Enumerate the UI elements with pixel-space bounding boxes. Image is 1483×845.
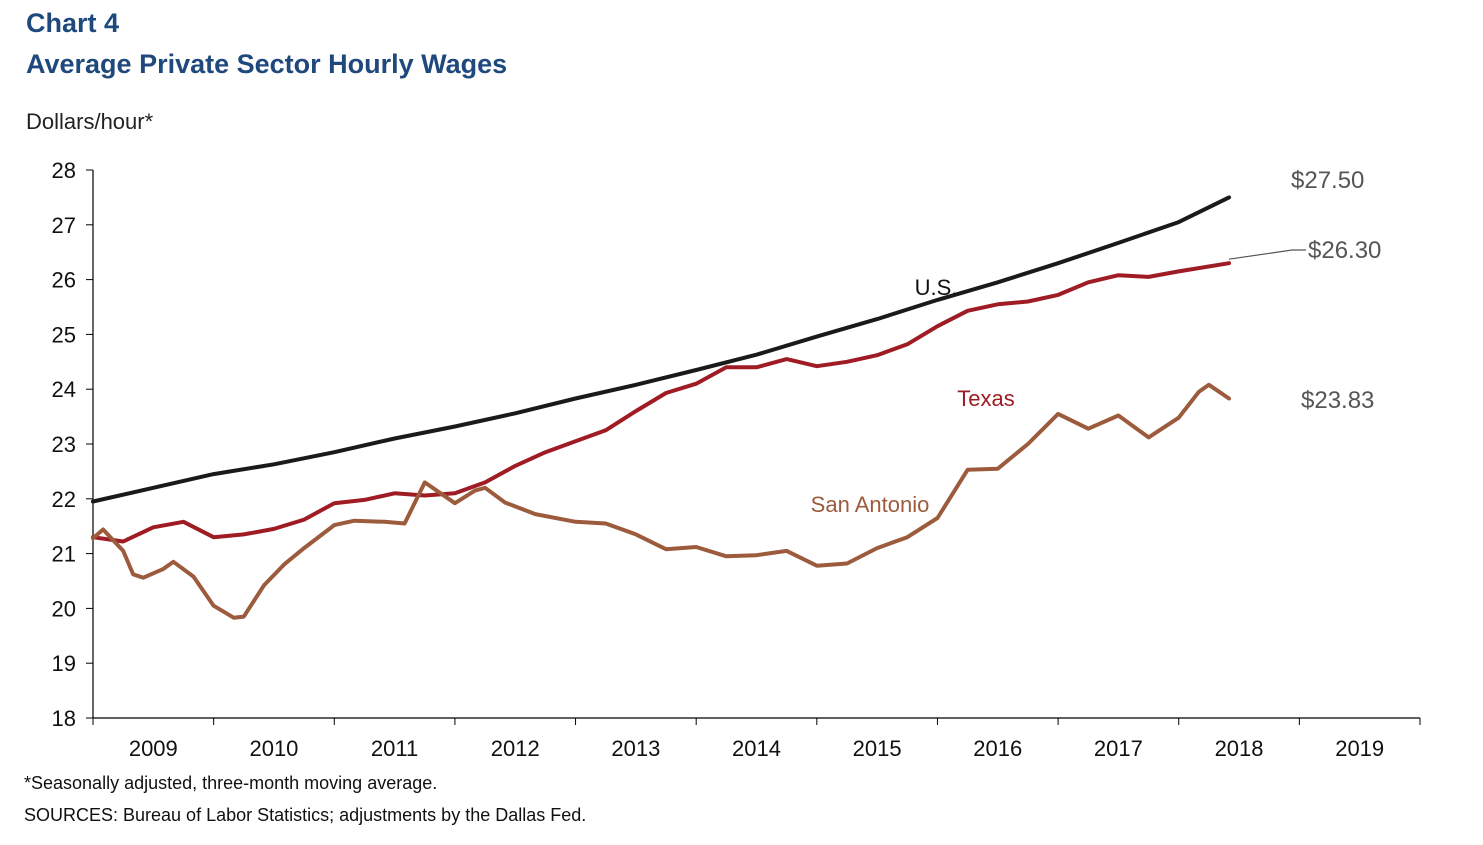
source-note: SOURCES: Bureau of Labor Statistics; adj… (24, 805, 587, 825)
chart-number: Chart 4 (26, 8, 120, 38)
series-label-san-antonio: San Antonio (811, 492, 930, 517)
y-tick-label: 28 (52, 158, 76, 183)
chart-series (91, 195, 1231, 620)
series-line-texas (91, 261, 1231, 544)
y-tick-label: 20 (52, 596, 76, 621)
x-tick-label: 2017 (1094, 736, 1143, 761)
x-tick-label: 2012 (491, 736, 540, 761)
chart-title: Average Private Sector Hourly Wages (26, 49, 508, 79)
series-line-san-antonio (91, 382, 1231, 620)
x-tick-label: 2018 (1215, 736, 1264, 761)
y-tick-label: 19 (52, 651, 76, 676)
end-value-leader-line (1228, 249, 1306, 260)
end-value-san-antonio: $23.83 (1301, 387, 1374, 414)
x-tick-label: 2011 (371, 736, 418, 761)
series-label-texas: Texas (957, 386, 1014, 411)
series-label-us: U.S. (915, 275, 958, 300)
y-tick-label: 27 (52, 213, 76, 238)
y-tick-label: 22 (52, 487, 76, 512)
chart-axes: 18 19 20 21 22 23 24 25 26 27 28 2009 2010 2011 2012 20… (52, 158, 1421, 761)
x-tick-label: 2015 (853, 736, 902, 761)
x-tick-label: 2016 (973, 736, 1022, 761)
end-value-texas: $26.30 (1308, 237, 1381, 264)
x-tick-label: 2014 (732, 736, 781, 761)
series-line-us (91, 195, 1231, 504)
footnote: *Seasonally adjusted, three-month moving… (24, 773, 438, 793)
y-tick-label: 21 (52, 542, 76, 567)
x-tick-label: 2013 (611, 736, 660, 761)
x-tick-label: 2019 (1335, 736, 1384, 761)
y-axis-unit-label: Dollars/hour* (26, 109, 154, 134)
y-tick-label: 26 (52, 268, 76, 293)
y-tick-label: 18 (52, 706, 76, 731)
end-value-us: $27.50 (1291, 167, 1364, 194)
y-tick-label: 24 (52, 377, 76, 402)
chart-series-labels: U.S. Texas San Antonio $27.50 $26.30 $23.83 (811, 167, 1382, 517)
y-tick-label: 23 (52, 432, 76, 457)
y-tick-label: 25 (52, 322, 76, 347)
x-tick-label: 2009 (129, 736, 178, 761)
x-tick-label: 2010 (249, 736, 298, 761)
